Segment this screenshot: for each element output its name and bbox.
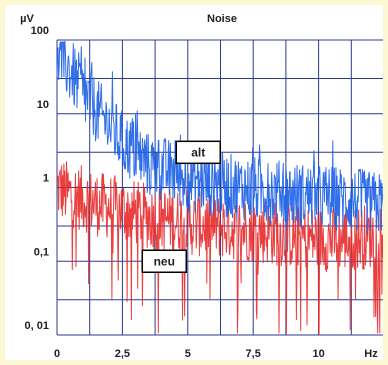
y-axis-label: µV: [20, 13, 34, 25]
alt-label: alt: [191, 145, 205, 159]
y-tick-label: 100: [31, 25, 49, 37]
y-tick-label: 0,1: [34, 246, 49, 258]
series-neu-line: [56, 161, 383, 334]
x-tick-label: 2,5: [115, 348, 130, 360]
neu-label-box: [141, 249, 188, 273]
legend-alt: alt: [175, 140, 222, 165]
x-axis-label: Hz: [364, 348, 378, 360]
alt-label-box: [175, 140, 222, 165]
chart-title: Noise: [207, 13, 237, 25]
series-alt-line: [56, 41, 383, 235]
y-tick-label: 0, 01: [25, 320, 49, 332]
chart-frame: 0 2,5 5 7,5 10 100 10 1 0,1 0, 01 Noise µV Hz alt…: [5, 5, 383, 360]
y-tick-label: 10: [37, 99, 49, 111]
noise-chart: 0 2,5 5 7,5 10 100 10 1 0,1 0, 01 Noise µV Hz alt…: [20, 13, 383, 360]
neu-label: neu: [154, 254, 175, 268]
legend-neu: neu: [141, 249, 188, 273]
x-tick-label: 5: [185, 348, 191, 360]
series-layer: [56, 41, 383, 334]
x-tick-label: 0: [54, 348, 60, 360]
x-tick-label: 7,5: [246, 348, 261, 360]
axis-layer: 0 2,5 5 7,5 10 100 10 1 0,1 0, 01: [25, 25, 325, 360]
x-tick-label: 10: [312, 348, 324, 360]
y-tick-label: 1: [43, 173, 49, 185]
